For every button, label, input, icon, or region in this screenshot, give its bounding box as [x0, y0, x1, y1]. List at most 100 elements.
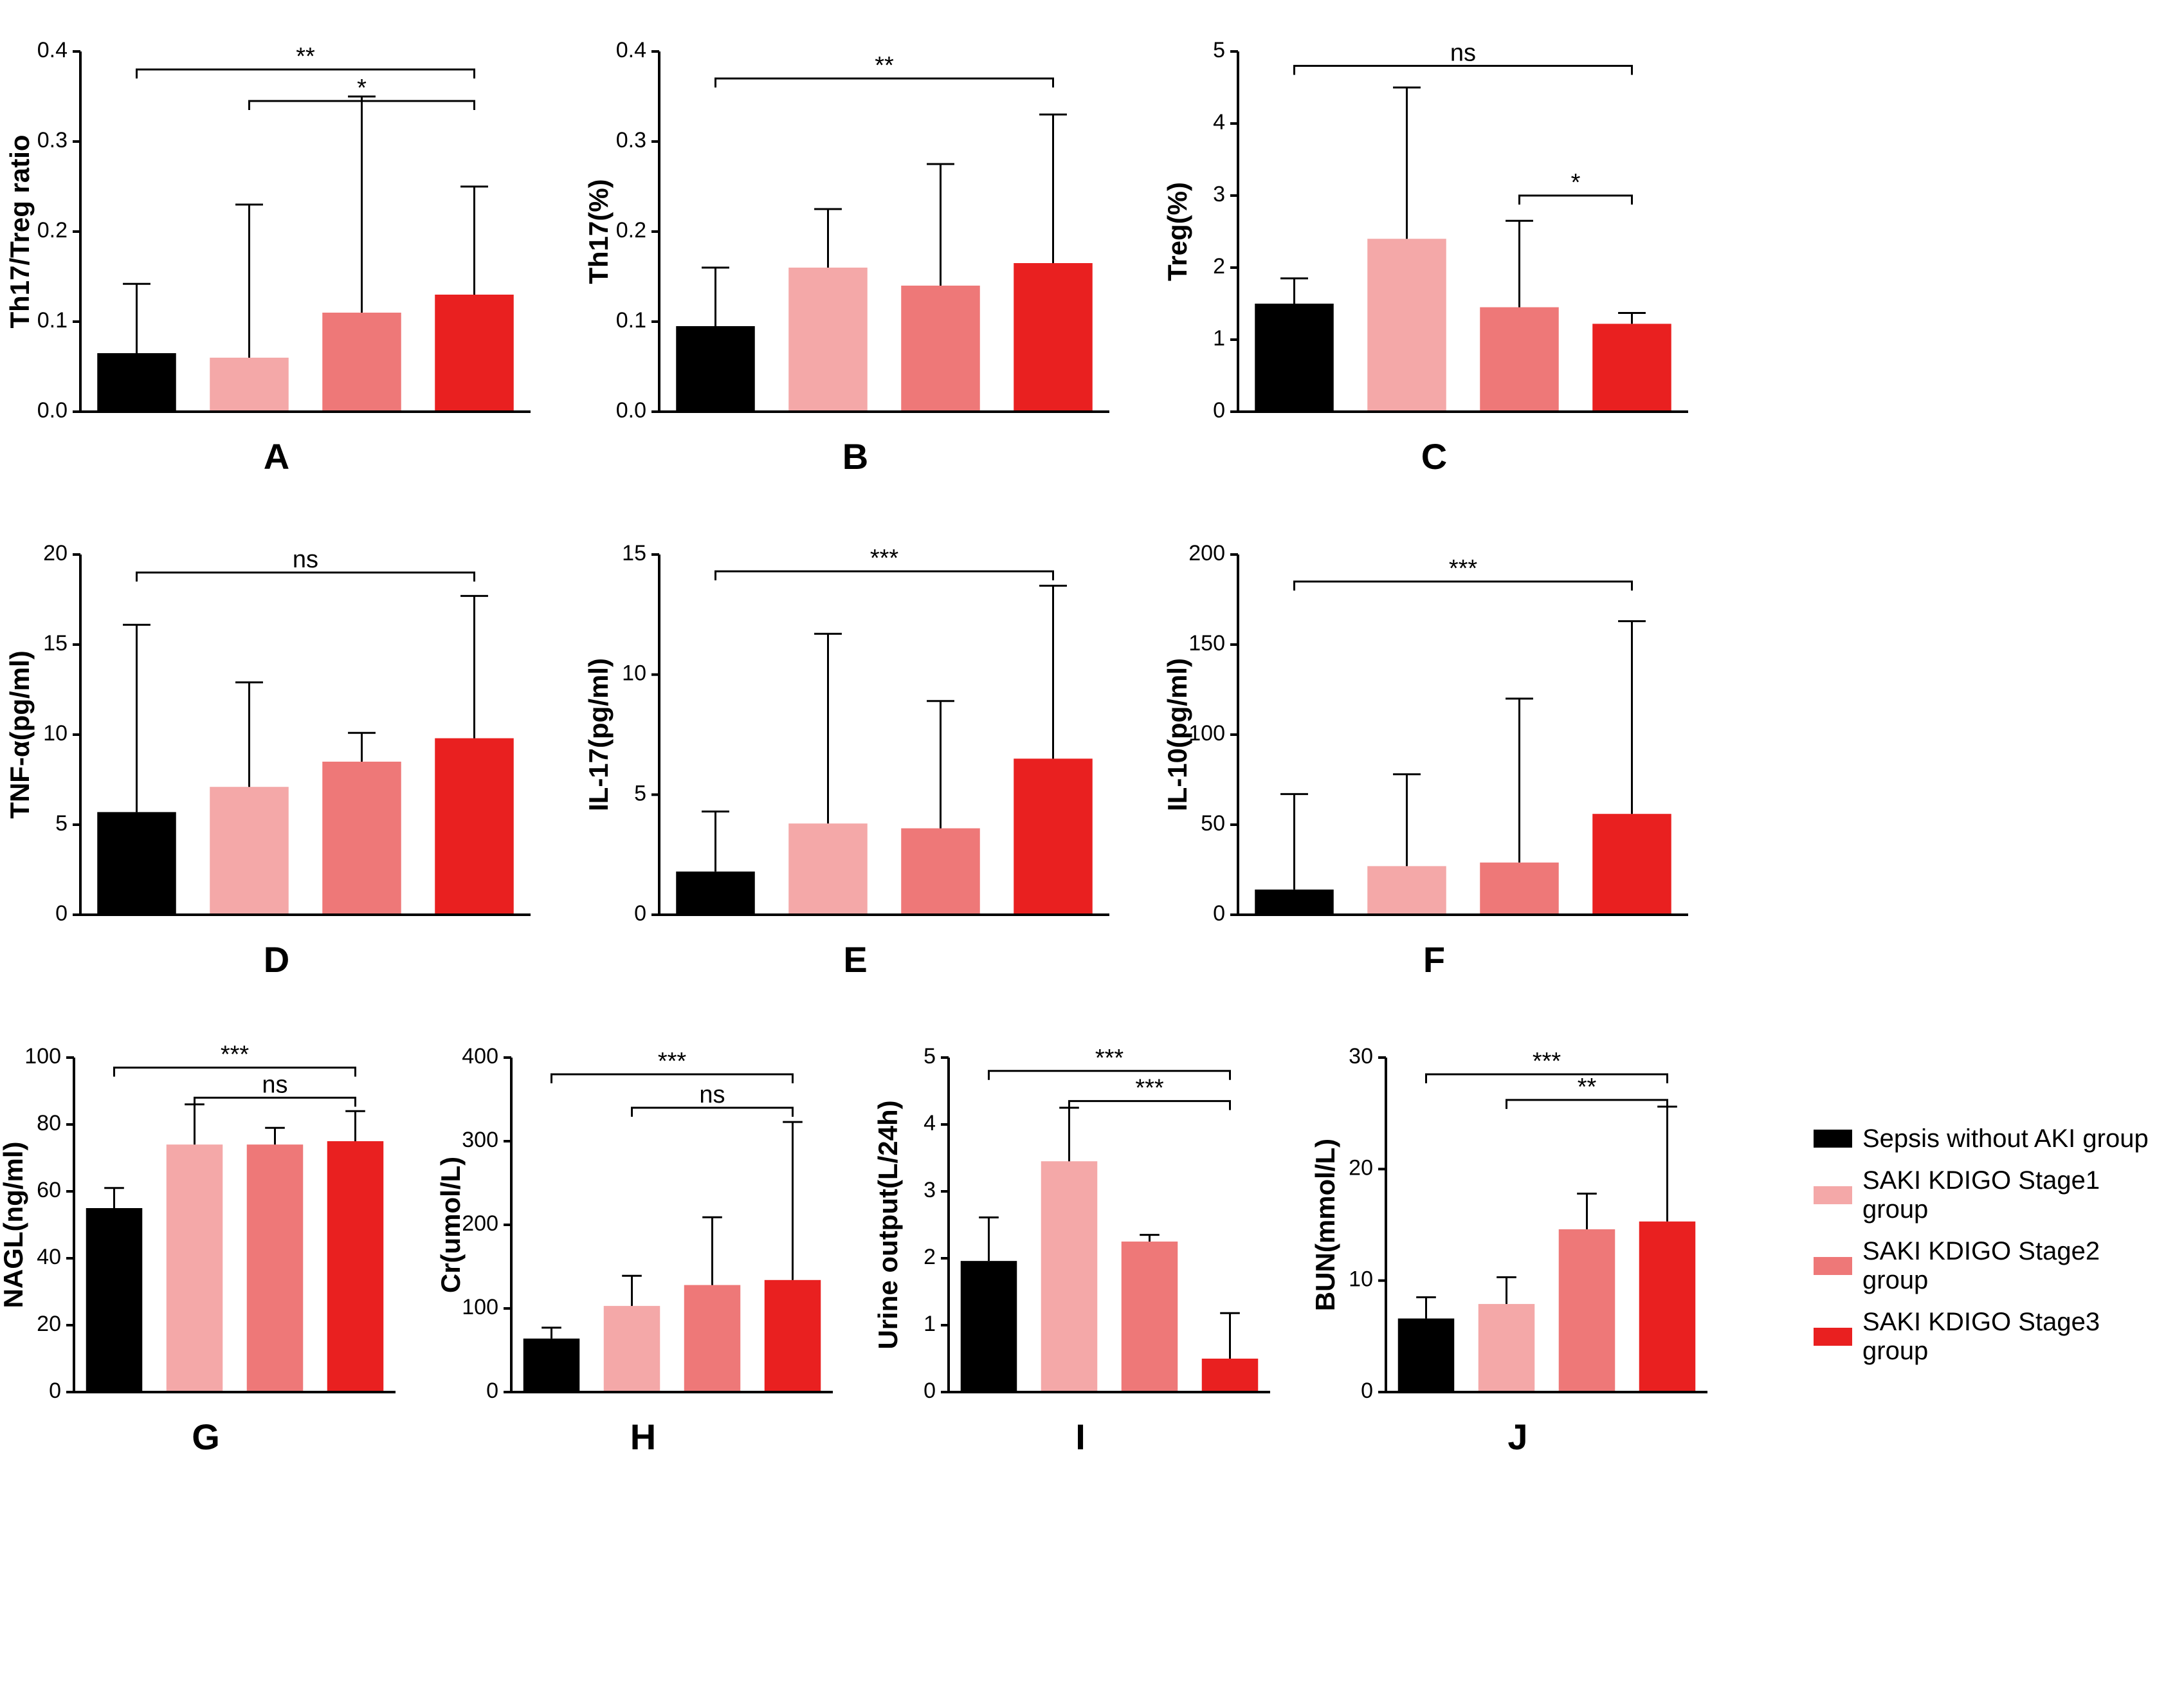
panel-G: 020406080100***nsNAGL(ng/ml) G [26, 1032, 386, 1458]
sig-bracket [1426, 1074, 1668, 1083]
panel-E: 051015***IL-17(pg/ml) E [605, 529, 1106, 980]
plot-area: 0102030*****BUN(mmol/L) [1315, 1032, 1720, 1408]
y-axis-label: BUN(mmol/L) [1310, 1139, 1340, 1311]
bar [523, 1339, 580, 1392]
legend-swatch [1814, 1130, 1852, 1148]
bar [97, 353, 176, 412]
legend-swatch [1814, 1257, 1852, 1275]
legend-swatch [1814, 1186, 1852, 1204]
sig-label: ns [262, 1071, 287, 1098]
y-axis-label: NAGL(ng/ml) [0, 1142, 28, 1308]
sig-bracket [716, 78, 1053, 87]
sig-label: *** [221, 1041, 250, 1069]
y-axis-label: Treg(%) [1162, 182, 1192, 281]
y-axis-label: Urine output(L/24h) [873, 1100, 903, 1349]
panel-I: 012345******Urine output(L/24h) I [900, 1032, 1260, 1458]
sig-bracket [1520, 196, 1632, 205]
y-tick-label: 1 [1213, 326, 1225, 351]
row-1: 0.00.10.20.30.4***Th17/Treg ratio A0.00.… [26, 26, 2158, 477]
y-tick-label: 5 [924, 1044, 936, 1069]
plot-area: 012345******Urine output(L/24h) [878, 1032, 1283, 1408]
y-tick-label: 10 [622, 661, 646, 686]
y-tick-label: 0.0 [37, 398, 68, 423]
bar [1480, 863, 1559, 915]
legend-item: SAKI KDIGO Stage3 group [1814, 1308, 2158, 1366]
legend: Sepsis without AKI group SAKI KDIGO Stag… [1814, 1124, 2158, 1366]
y-tick-label: 0 [486, 1379, 498, 1403]
y-tick-label: 10 [1349, 1267, 1373, 1292]
y-axis-label: Th17/Treg ratio [5, 134, 35, 328]
sig-bracket [632, 1108, 793, 1117]
y-tick-label: 100 [1188, 721, 1225, 746]
y-tick-label: 40 [37, 1245, 61, 1269]
bar [210, 358, 289, 412]
bar [1041, 1161, 1098, 1392]
y-tick-label: 5 [55, 811, 68, 836]
sig-bracket [114, 1068, 356, 1077]
y-tick-label: 150 [1188, 631, 1225, 656]
y-tick-label: 20 [43, 541, 68, 565]
y-tick-label: 0.4 [616, 38, 646, 62]
y-tick-label: 0 [1213, 901, 1225, 926]
chart-svg: 051015***IL-17(pg/ml) [588, 529, 1122, 928]
y-tick-label: 80 [37, 1111, 61, 1135]
y-tick-label: 200 [462, 1211, 498, 1236]
legend-item: Sepsis without AKI group [1814, 1124, 2158, 1153]
bar [788, 823, 868, 915]
legend-item: SAKI KDIGO Stage2 group [1814, 1237, 2158, 1295]
sig-bracket [1507, 1100, 1668, 1109]
y-tick-label: 0.0 [616, 398, 646, 423]
panel-J: 0102030*****BUN(mmol/L) J [1338, 1032, 1698, 1458]
bar [167, 1144, 223, 1392]
bar [1398, 1319, 1455, 1392]
y-tick-label: 0 [55, 901, 68, 926]
panel-letter: C [1421, 436, 1447, 477]
sig-label: *** [1449, 555, 1478, 582]
y-tick-label: 2 [924, 1245, 936, 1269]
bar [604, 1306, 660, 1392]
sig-bracket [552, 1074, 793, 1083]
legend-label: Sepsis without AKI group [1862, 1124, 2149, 1153]
y-tick-label: 0.1 [37, 308, 68, 333]
chart-svg: 05101520nsTNF-α(pg/ml) [10, 529, 543, 928]
panel-letter: H [630, 1416, 656, 1458]
bar [1592, 324, 1671, 412]
y-tick-label: 4 [924, 1111, 936, 1135]
sig-label: ** [296, 43, 315, 70]
y-tick-label: 0.4 [37, 38, 68, 62]
bar [327, 1141, 384, 1392]
y-axis-label: IL-10(pg/ml) [1162, 658, 1192, 811]
bar [1014, 263, 1093, 412]
chart-svg: 0.00.10.20.30.4**Th17(%) [588, 26, 1122, 425]
bar [210, 787, 289, 915]
bar [1480, 307, 1559, 412]
bar [684, 1285, 741, 1392]
row-3: 020406080100***nsNAGL(ng/ml) G0100200300… [26, 1032, 2158, 1458]
bar [1479, 1304, 1535, 1392]
panel-F: 050100150200***IL-10(pg/ml) F [1183, 529, 1685, 980]
sig-bracket [1295, 66, 1632, 75]
sig-bracket [137, 573, 475, 582]
sig-label: *** [1533, 1048, 1561, 1075]
bar [247, 1144, 304, 1392]
plot-area: 05101520nsTNF-α(pg/ml) [10, 529, 543, 931]
panel-H: 0100200300400***nsCr(umol/L) H [463, 1032, 823, 1458]
y-tick-label: 2 [1213, 254, 1225, 279]
plot-area: 0.00.10.20.30.4**Th17(%) [588, 26, 1122, 428]
plot-area: 051015***IL-17(pg/ml) [588, 529, 1122, 931]
y-tick-label: 0 [924, 1379, 936, 1403]
panel-letter: D [264, 939, 289, 980]
bar [676, 872, 755, 915]
y-tick-label: 30 [1349, 1044, 1373, 1069]
plot-area: 050100150200***IL-10(pg/ml) [1167, 529, 1701, 931]
sig-label: * [1571, 169, 1581, 196]
y-tick-label: 50 [1201, 811, 1225, 836]
sig-label: ** [875, 52, 894, 79]
y-tick-label: 0.3 [616, 128, 646, 152]
chart-svg: 0.00.10.20.30.4***Th17/Treg ratio [10, 26, 543, 425]
y-tick-label: 20 [37, 1312, 61, 1336]
bar [676, 326, 755, 412]
y-tick-label: 0.2 [37, 218, 68, 243]
bar [1014, 758, 1093, 915]
y-tick-label: 20 [1349, 1155, 1373, 1180]
